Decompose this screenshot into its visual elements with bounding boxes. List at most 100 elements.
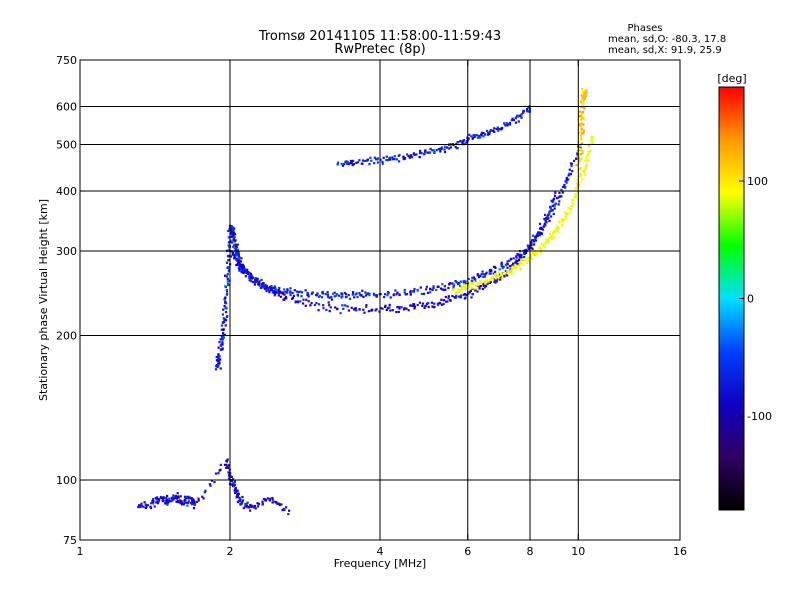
data-point: [576, 184, 579, 187]
data-point: [384, 293, 387, 296]
data-point: [582, 98, 585, 101]
data-point: [425, 285, 428, 288]
data-point: [550, 237, 554, 240]
data-point: [435, 149, 438, 152]
data-point: [579, 147, 582, 151]
data-point: [503, 122, 506, 125]
x-tick-label: 1: [77, 545, 84, 558]
data-point: [344, 304, 347, 307]
data-point: [439, 287, 443, 290]
stats-o-mode: mean, sd,O: -80.3, 17.8: [608, 34, 726, 45]
data-point: [393, 155, 396, 158]
data-point: [224, 324, 227, 327]
data-point: [404, 293, 407, 296]
x-axis-label: Frequency [MHz]: [334, 557, 426, 570]
data-point: [583, 94, 586, 97]
data-point: [155, 501, 158, 504]
data-point: [367, 310, 370, 313]
data-point: [253, 504, 257, 508]
data-point: [526, 108, 529, 111]
data-point: [420, 292, 423, 296]
data-point: [506, 124, 509, 127]
data-point: [291, 297, 294, 300]
data-point: [238, 269, 241, 272]
data-point: [455, 147, 458, 150]
data-point: [288, 291, 291, 294]
data-point: [590, 135, 593, 138]
data-point: [275, 291, 278, 294]
data-point: [581, 142, 584, 145]
data-point: [523, 252, 526, 255]
data-point: [500, 261, 503, 264]
data-point: [172, 496, 175, 499]
data-point: [304, 289, 307, 292]
data-point: [557, 226, 561, 230]
data-point: [403, 288, 406, 291]
data-point: [481, 270, 484, 273]
data-point: [324, 293, 327, 296]
data-point: [527, 106, 530, 109]
data-point: [522, 263, 525, 266]
data-point: [328, 296, 331, 299]
data-point: [251, 505, 254, 508]
data-point: [260, 278, 263, 281]
data-point: [459, 139, 462, 143]
data-point: [520, 116, 523, 119]
data-point: [231, 253, 234, 256]
data-point: [234, 239, 237, 242]
data-point: [546, 217, 549, 220]
data-point: [402, 308, 406, 311]
data-point: [186, 501, 189, 504]
data-point: [485, 281, 488, 284]
data-point: [277, 294, 280, 297]
data-point: [448, 282, 451, 286]
data-point: [353, 296, 356, 299]
data-point: [530, 244, 533, 247]
data-point: [365, 305, 368, 308]
data-point: [237, 252, 240, 255]
data-point: [534, 239, 538, 242]
data-point: [231, 232, 234, 235]
data-point: [442, 299, 445, 302]
data-point: [446, 300, 449, 303]
data-points: [137, 87, 594, 516]
data-point: [527, 246, 530, 249]
data-point: [237, 256, 240, 260]
data-point: [549, 209, 552, 213]
data-point: [591, 142, 594, 145]
data-point: [519, 268, 522, 271]
data-point: [476, 273, 479, 276]
data-point: [221, 337, 224, 340]
data-point: [515, 260, 518, 263]
data-point: [376, 157, 379, 160]
data-point: [257, 283, 260, 286]
data-point: [302, 298, 305, 301]
data-point: [538, 227, 542, 230]
data-point: [579, 137, 583, 140]
data-point: [220, 348, 223, 351]
data-point: [498, 275, 501, 278]
data-point: [226, 458, 229, 461]
data-point: [487, 131, 490, 134]
data-point: [238, 264, 241, 267]
data-point: [558, 200, 561, 203]
data-point: [581, 152, 584, 155]
data-point: [579, 144, 582, 147]
data-point: [250, 274, 253, 277]
data-point: [288, 509, 291, 512]
data-point: [254, 507, 257, 510]
data-point: [531, 252, 534, 255]
data-point: [512, 267, 515, 270]
data-point: [227, 474, 231, 477]
data-point: [299, 300, 302, 303]
data-point: [521, 256, 524, 259]
data-point: [419, 149, 422, 152]
data-point: [474, 278, 477, 281]
data-point: [343, 291, 346, 294]
data-point: [435, 288, 438, 292]
data-point: [149, 505, 152, 508]
data-point: [581, 111, 584, 114]
data-point: [443, 148, 446, 151]
data-point: [352, 163, 355, 166]
data-point: [424, 149, 427, 152]
